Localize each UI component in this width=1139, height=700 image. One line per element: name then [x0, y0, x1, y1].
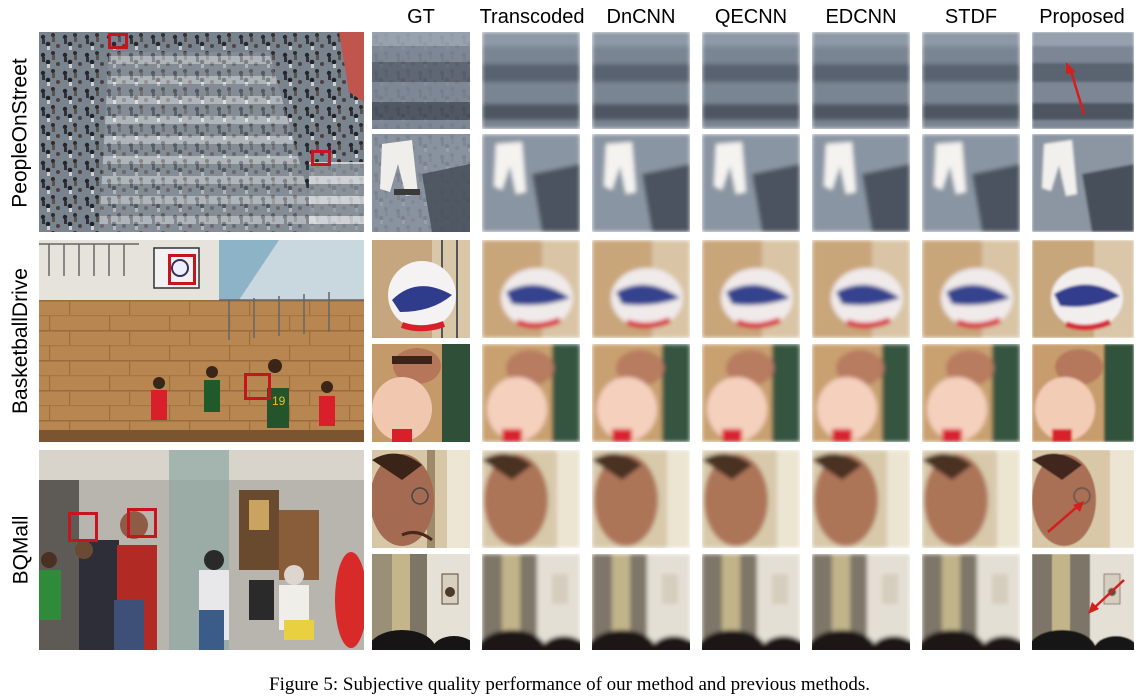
crop-dncnn-bqmall-b	[592, 554, 690, 650]
crop-qecnn-basketballdrive-a	[702, 240, 800, 338]
crop-proposed-basketballdrive-a	[1032, 240, 1134, 338]
crop-proposed-bqmall-a	[1032, 450, 1134, 548]
crop-stdf-bqmall-b	[922, 554, 1020, 650]
crop-qecnn-bqmall-a	[702, 450, 800, 548]
crop-dncnn-peopleonstreet-b	[592, 134, 690, 232]
crop-proposed-peopleonstreet-a	[1032, 32, 1134, 129]
crop-gt-bqmall-b	[372, 554, 470, 650]
highlight-box	[168, 254, 196, 285]
crop-dncnn-basketballdrive-a	[592, 240, 690, 338]
crop-edcnn-peopleonstreet-b	[812, 134, 910, 232]
column-header-gt: GT	[407, 6, 435, 28]
column-header-transcoded: Transcoded	[479, 6, 585, 28]
crop-stdf-basketballdrive-b	[922, 344, 1020, 442]
highlight-box	[127, 508, 157, 538]
bqmall-full-frame	[39, 450, 364, 650]
crop-gt-peopleonstreet-a	[372, 32, 470, 129]
basketballdrive-full-frame: 19	[39, 240, 364, 442]
crop-edcnn-basketballdrive-b	[812, 344, 910, 442]
peopleonstreet-full-frame	[39, 32, 364, 232]
crop-edcnn-bqmall-a	[812, 450, 910, 548]
crop-proposed-basketballdrive-b	[1032, 344, 1134, 442]
crop-qecnn-peopleonstreet-a	[702, 32, 800, 129]
crop-stdf-basketballdrive-a	[922, 240, 1020, 338]
crop-dncnn-basketballdrive-b	[592, 344, 690, 442]
crop-stdf-peopleonstreet-a	[922, 32, 1020, 129]
crop-transcoded-peopleonstreet-a	[482, 32, 580, 129]
crop-proposed-bqmall-b	[1032, 554, 1134, 650]
crop-gt-basketballdrive-a	[372, 240, 470, 338]
crop-transcoded-basketballdrive-b	[482, 344, 580, 442]
highlight-box	[68, 512, 98, 542]
crop-qecnn-peopleonstreet-b	[702, 134, 800, 232]
highlight-box	[311, 150, 331, 166]
crop-edcnn-basketballdrive-a	[812, 240, 910, 338]
crop-proposed-peopleonstreet-b	[1032, 134, 1134, 232]
svg-text:19: 19	[272, 394, 286, 408]
figure-caption: Figure 5: Subjective quality performance…	[269, 674, 870, 695]
crop-dncnn-peopleonstreet-a	[592, 32, 690, 129]
crop-stdf-peopleonstreet-b	[922, 134, 1020, 232]
column-header-qecnn: QECNN	[714, 6, 788, 28]
crop-dncnn-bqmall-a	[592, 450, 690, 548]
row-label-bqmall: BQMall	[9, 515, 33, 585]
column-header-edcnn: EDCNN	[825, 6, 897, 28]
row-label-basketballdrive: BasketballDrive	[9, 268, 32, 414]
crop-transcoded-basketballdrive-a	[482, 240, 580, 338]
crop-qecnn-basketballdrive-b	[702, 344, 800, 442]
crop-edcnn-bqmall-b	[812, 554, 910, 650]
crop-transcoded-bqmall-a	[482, 450, 580, 548]
row-label-peopleonstreet: PeopleOnStreet	[9, 58, 32, 208]
crop-edcnn-peopleonstreet-a	[812, 32, 910, 129]
column-header-proposed: Proposed	[1039, 6, 1125, 28]
crop-qecnn-bqmall-b	[702, 554, 800, 650]
crop-transcoded-bqmall-b	[482, 554, 580, 650]
highlight-box	[244, 373, 271, 400]
crop-transcoded-peopleonstreet-b	[482, 134, 580, 232]
crop-gt-peopleonstreet-b	[372, 134, 470, 232]
crop-gt-basketballdrive-b	[372, 344, 470, 442]
column-header-dncnn: DnCNN	[606, 6, 676, 28]
highlight-box	[108, 33, 128, 49]
crop-gt-bqmall-a	[372, 450, 470, 548]
column-header-stdf: STDF	[944, 6, 998, 28]
crop-stdf-bqmall-a	[922, 450, 1020, 548]
